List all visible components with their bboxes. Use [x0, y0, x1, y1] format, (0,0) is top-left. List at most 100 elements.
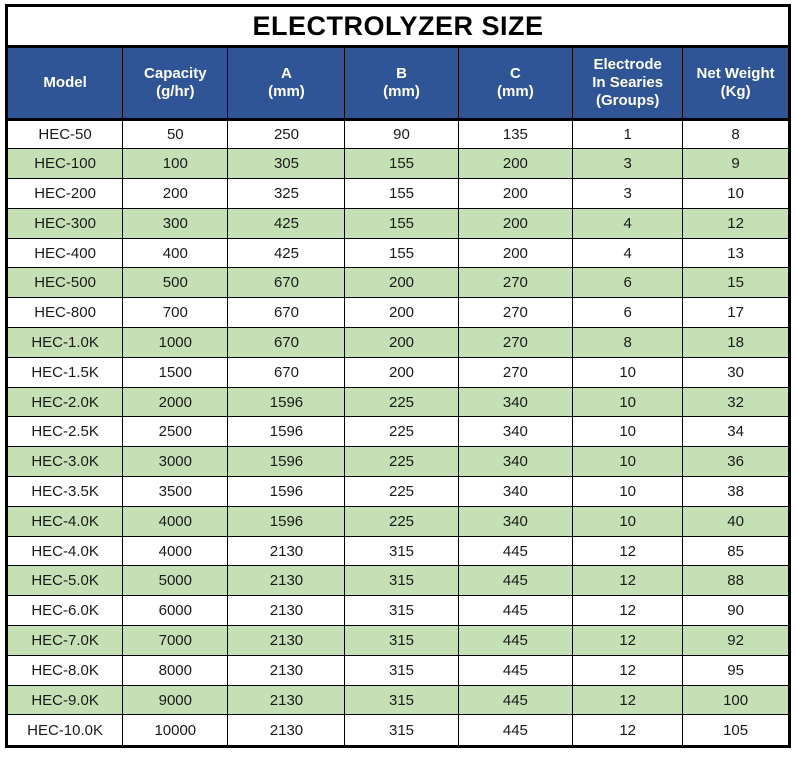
value-cell: 315: [344, 535, 459, 567]
table-row: HEC-6.0K 6000 2130 315 445 12 90: [8, 595, 788, 627]
value-cell: 2130: [227, 684, 346, 716]
column-header-line: Electrode: [593, 55, 662, 73]
value-cell: 3: [572, 148, 684, 180]
table-row: HEC-1.5K 1500 670 200 270 10 30: [8, 356, 788, 388]
value-cell: 6: [572, 297, 684, 329]
value-cell: 425: [227, 207, 346, 239]
value-cell: 670: [227, 297, 346, 329]
model-cell: HEC-5.0K: [8, 565, 124, 597]
value-cell: 670: [227, 356, 346, 388]
model-cell: HEC-2.0K: [8, 386, 124, 418]
value-cell: 12: [572, 684, 684, 716]
value-cell: 40: [682, 505, 788, 537]
value-cell: 135: [457, 118, 574, 150]
value-cell: 18: [682, 327, 788, 358]
column-header-c-mm: C (mm): [457, 48, 574, 121]
value-cell: 425: [227, 237, 346, 269]
column-header-b-mm: B (mm): [344, 48, 459, 121]
value-cell: 2130: [227, 595, 346, 627]
model-cell: HEC-3.0K: [8, 446, 124, 478]
value-cell: 7000: [122, 625, 229, 656]
value-cell: 32: [682, 386, 788, 418]
value-cell: 8: [572, 327, 684, 358]
value-cell: 10: [572, 386, 684, 418]
column-header-model: Model: [8, 48, 124, 121]
value-cell: 200: [122, 178, 229, 209]
value-cell: 270: [457, 327, 574, 358]
value-cell: 10: [572, 446, 684, 478]
value-cell: 4: [572, 207, 684, 239]
value-cell: 1596: [227, 505, 346, 537]
value-cell: 12: [572, 535, 684, 567]
value-cell: 10: [572, 356, 684, 388]
value-cell: 315: [344, 714, 459, 745]
column-header-line: (mm): [497, 82, 534, 100]
value-cell: 445: [457, 565, 574, 597]
value-cell: 8000: [122, 654, 229, 686]
table-row: HEC-2.0K 2000 1596 225 340 10 32: [8, 386, 788, 418]
column-header-net-weight: Net Weight (Kg): [682, 48, 788, 121]
value-cell: 315: [344, 654, 459, 686]
value-cell: 4: [572, 237, 684, 269]
value-cell: 12: [572, 595, 684, 627]
table-row: HEC-10.0K 10000 2130 315 445 12 105: [8, 714, 788, 745]
value-cell: 3500: [122, 476, 229, 507]
value-cell: 1000: [122, 327, 229, 358]
column-header-a-mm: A (mm): [227, 48, 346, 121]
value-cell: 340: [457, 416, 574, 448]
value-cell: 155: [344, 148, 459, 180]
value-cell: 200: [457, 178, 574, 209]
table-row: HEC-8.0K 8000 2130 315 445 12 95: [8, 654, 788, 686]
model-cell: HEC-50: [8, 118, 124, 150]
table-row: HEC-3.5K 3500 1596 225 340 10 38: [8, 476, 788, 507]
value-cell: 92: [682, 625, 788, 656]
value-cell: 12: [572, 714, 684, 745]
value-cell: 38: [682, 476, 788, 507]
value-cell: 2130: [227, 714, 346, 745]
value-cell: 250: [227, 118, 346, 150]
column-header-line: Capacity: [144, 64, 207, 82]
value-cell: 1596: [227, 386, 346, 418]
value-cell: 200: [457, 207, 574, 239]
value-cell: 90: [682, 595, 788, 627]
value-cell: 85: [682, 535, 788, 567]
column-header-line: (g/hr): [156, 82, 195, 100]
value-cell: 445: [457, 595, 574, 627]
value-cell: 13: [682, 237, 788, 269]
value-cell: 17: [682, 297, 788, 329]
value-cell: 315: [344, 684, 459, 716]
column-header-electrode: Electrode In Searies (Groups): [572, 48, 684, 121]
model-cell: HEC-200: [8, 178, 124, 209]
value-cell: 200: [344, 356, 459, 388]
table-row: HEC-1.0K 1000 670 200 270 8 18: [8, 327, 788, 358]
table-row: HEC-800 700 670 200 270 6 17: [8, 297, 788, 329]
model-cell: HEC-300: [8, 207, 124, 239]
value-cell: 270: [457, 267, 574, 299]
table-row: HEC-9.0K 9000 2130 315 445 12 100: [8, 684, 788, 716]
electrolyzer-size-sheet: ELECTROLYZER SIZE Model Capacity (g/hr) A (m…: [5, 4, 791, 748]
value-cell: 225: [344, 416, 459, 448]
column-header-capacity: Capacity (g/hr): [122, 48, 229, 121]
value-cell: 200: [457, 148, 574, 180]
value-cell: 315: [344, 565, 459, 597]
value-cell: 1596: [227, 416, 346, 448]
value-cell: 315: [344, 625, 459, 656]
model-cell: HEC-400: [8, 237, 124, 269]
table-row: HEC-4.0K 4000 1596 225 340 10 40: [8, 505, 788, 537]
value-cell: 3: [572, 178, 684, 209]
column-header-line: In Searies: [592, 73, 664, 91]
value-cell: 90: [344, 118, 459, 150]
value-cell: 3000: [122, 446, 229, 478]
value-cell: 340: [457, 446, 574, 478]
column-header-line: (mm): [268, 82, 305, 100]
value-cell: 445: [457, 714, 574, 745]
value-cell: 9000: [122, 684, 229, 716]
value-cell: 270: [457, 356, 574, 388]
value-cell: 30: [682, 356, 788, 388]
model-cell: HEC-3.5K: [8, 476, 124, 507]
model-cell: HEC-500: [8, 267, 124, 299]
column-header-line: (mm): [383, 82, 420, 100]
value-cell: 1: [572, 118, 684, 150]
value-cell: 6000: [122, 595, 229, 627]
column-header-line: (Kg): [720, 82, 751, 100]
